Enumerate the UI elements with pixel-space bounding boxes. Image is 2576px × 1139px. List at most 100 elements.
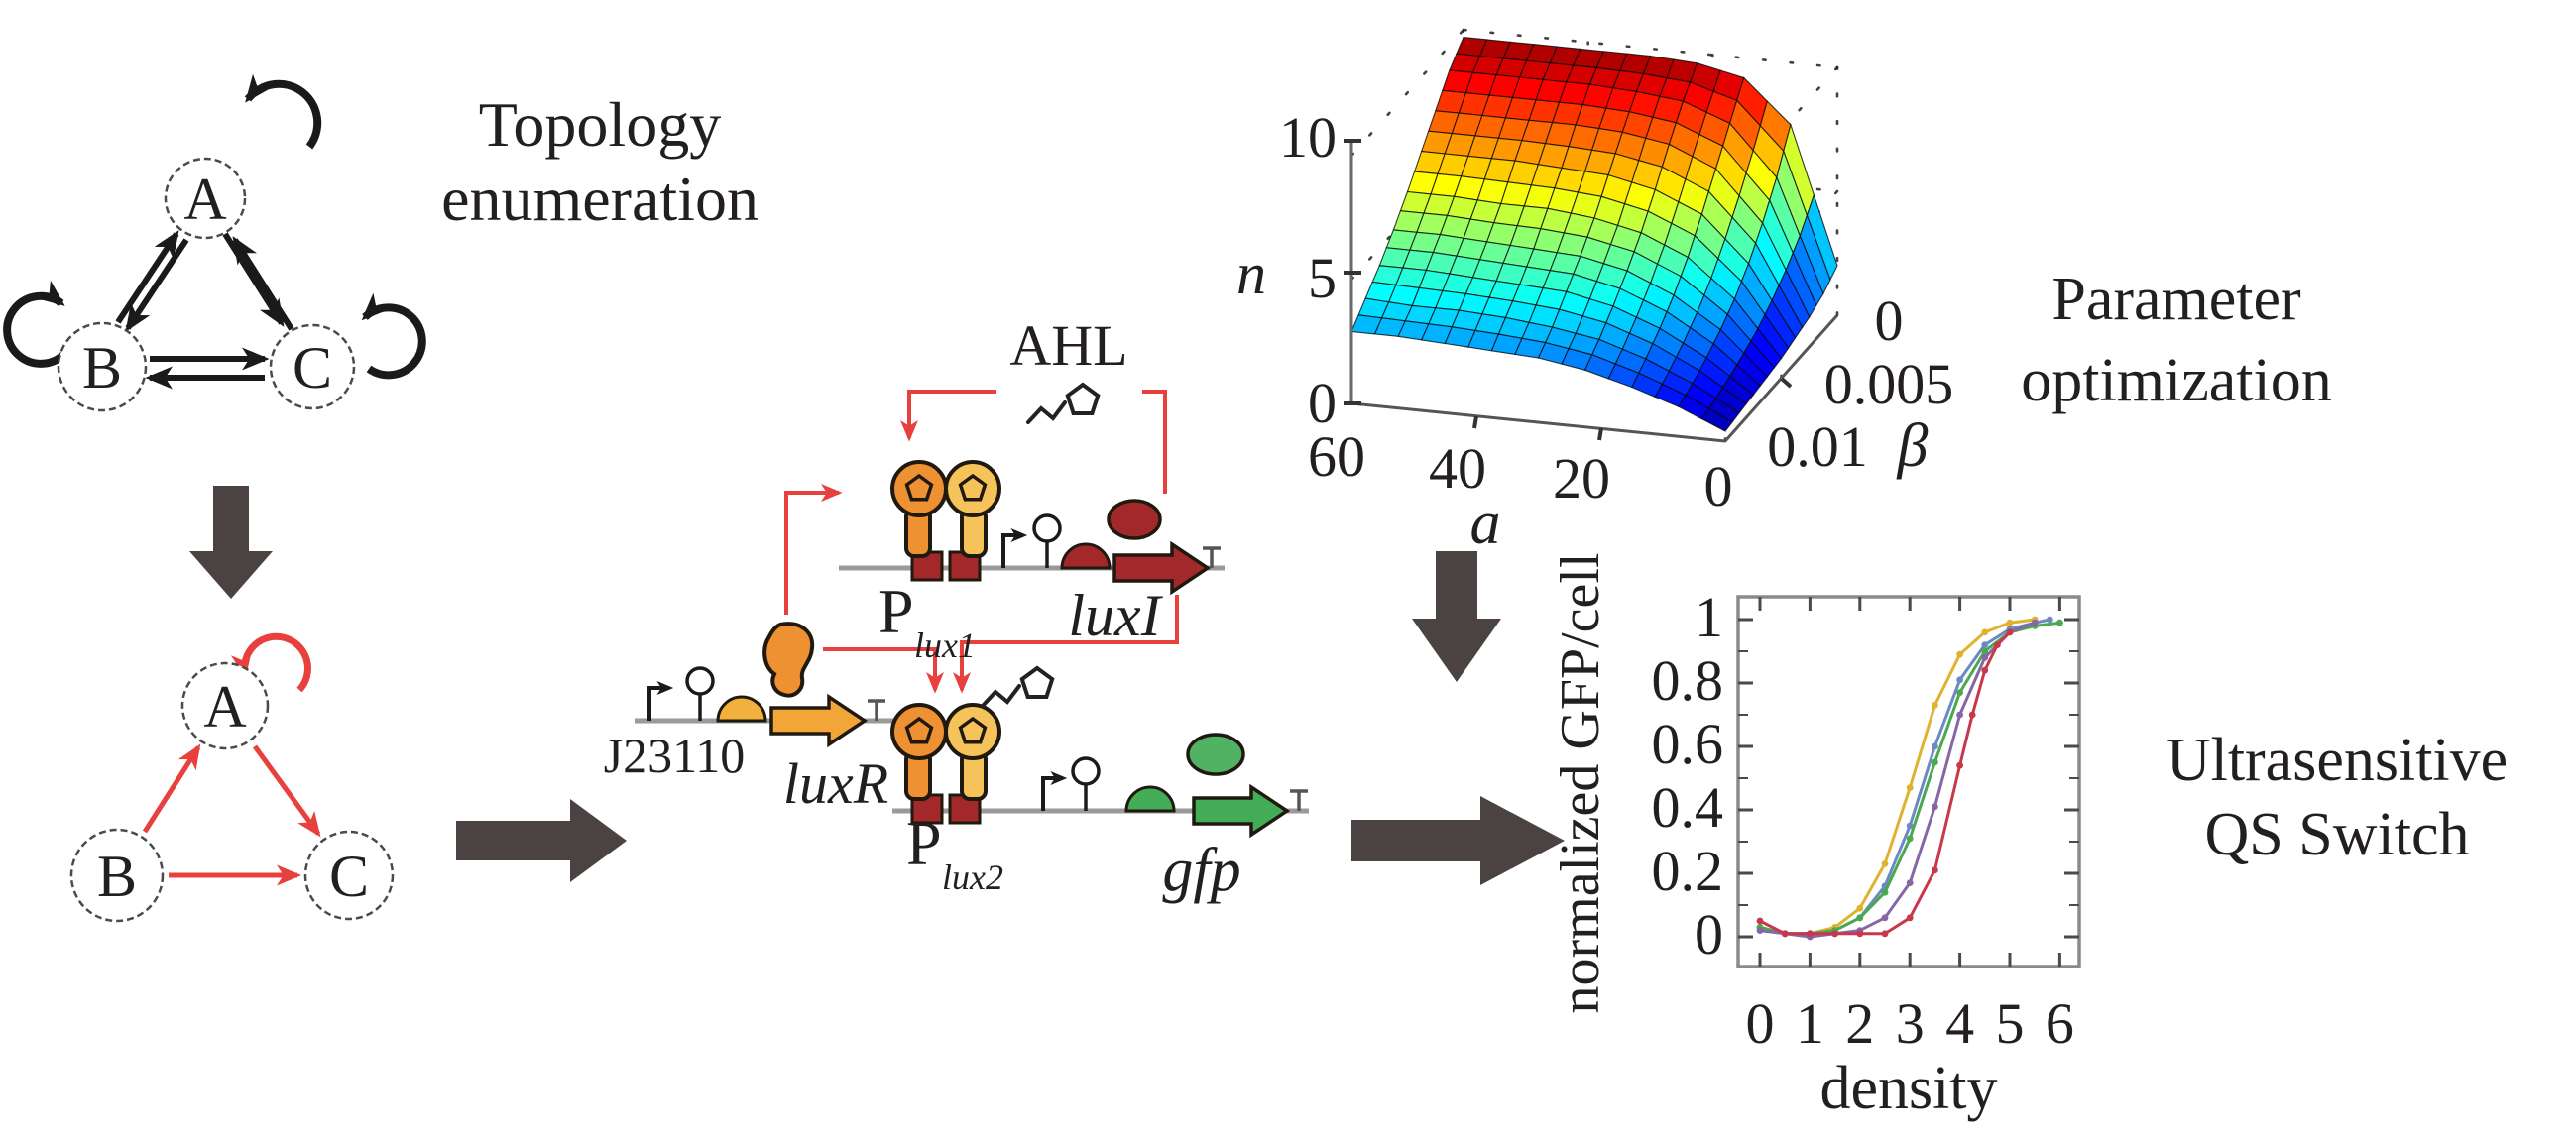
luxr-ahl-dimer-plux1-icon: [890, 460, 1001, 558]
gfp-gene-label: gfp: [1162, 837, 1240, 904]
y-axis-label: normalized GFP/cell: [1550, 552, 1611, 1013]
node-b: [57, 321, 148, 412]
svg-text:5: 5: [1996, 991, 2025, 1056]
edge-c-to-a-icon: [232, 236, 294, 331]
topology-network-selected: A B C: [69, 632, 395, 923]
red-node-c: [303, 830, 395, 921]
red-node-b: [69, 828, 165, 923]
a-tick-label-60: 60: [1308, 424, 1365, 489]
red-edge-b-to-a-icon: [142, 743, 201, 834]
luxr-ahl-dimer-plux2-icon: [890, 703, 1001, 801]
node-c: [269, 323, 356, 410]
luxr-rbs-icon: [716, 695, 767, 723]
ahl-label: AHL: [1009, 313, 1127, 378]
parameter-title-line2: optimization: [2021, 347, 2331, 414]
red-edge-a-to-c-icon: [252, 744, 321, 838]
surface-plot: 10 5 0 n 60 40 20 0 a 0 0.005 0.01 β: [1236, 28, 1954, 557]
svg-text:0.2: 0.2: [1652, 839, 1724, 903]
gfp-protein-icon: [1186, 733, 1245, 776]
result-title-line1: Ultrasensitive: [2166, 727, 2508, 794]
z-axis-label: n: [1236, 241, 1266, 306]
gfp-terminator-icon: [1288, 789, 1310, 813]
topology-title-line2: enumeration: [441, 164, 759, 234]
a-axis: [1350, 401, 1726, 443]
ahl-activates-plux1-arrow-icon: [900, 390, 996, 442]
luxi-rbs-icon: [1060, 542, 1112, 570]
svg-text:0.8: 0.8: [1652, 648, 1724, 713]
svg-text:3: 3: [1896, 991, 1925, 1056]
flow-arrow-right2-icon: [1351, 796, 1565, 885]
svg-text:2: 2: [1845, 991, 1874, 1056]
sigmoid-tick-labels: 0 1 2 3 4 5 600.20.40.60.81: [1652, 585, 2074, 1056]
svg-text:0: 0: [1746, 991, 1775, 1056]
luxr-activates-plux1-arrow-icon: [784, 484, 843, 615]
node-a: [164, 157, 247, 240]
luxi-activates-plux2-arrow-icon: [953, 595, 1179, 694]
edge-b-to-a-icon: [115, 230, 179, 324]
topology-title-line1: Topology: [479, 89, 721, 160]
beta-tick-label-001: 0.01: [1767, 414, 1868, 479]
self-loop-c-icon: [361, 292, 426, 380]
luxi-protein-icon: [1107, 499, 1162, 540]
svg-text:1: 1: [1796, 991, 1824, 1056]
parameter-title-line1: Parameter: [2051, 266, 2301, 333]
node-c-label: C: [293, 335, 332, 400]
luxi-produces-ahl-link-icon: [1142, 390, 1167, 494]
z-tick-label-10: 10: [1279, 105, 1337, 170]
genetic-circuit: AHL P lux1 luxI J23110 luxR P lux2 gfp: [604, 313, 1310, 904]
node-a-label: A: [183, 167, 226, 232]
edge-a-to-c-icon: [222, 232, 285, 327]
luxr-protein-icon: [762, 622, 815, 698]
a-tick-20: [1597, 427, 1603, 441]
surface-mesh: [1350, 36, 1838, 432]
plux1-subscript: lux1: [914, 626, 976, 665]
svg-text:0.6: 0.6: [1652, 712, 1724, 776]
edge-a-to-b-icon: [125, 238, 189, 332]
x-axis-label: density: [1819, 1055, 1997, 1122]
luxi-gene-label: luxI: [1068, 583, 1163, 648]
a-tick-label-0: 0: [1704, 454, 1733, 518]
sigmoid-ticks: [1738, 597, 2079, 967]
luxr-cds-icon: [769, 695, 867, 746]
flow-arrow-down-icon: [189, 486, 273, 599]
self-loop-a-icon: [244, 73, 322, 150]
ahl-molecule2-icon: [981, 666, 1055, 708]
luxr-activates-plux2-arrow-icon: [823, 647, 944, 694]
gfp-cds-icon: [1192, 785, 1289, 837]
sigmoid-chart: 0 1 2 3 4 5 600.20.40.60.81 density normalized…: [1550, 552, 2081, 1122]
j23110-promoter-icon: [649, 688, 669, 721]
a-tick-label-40: 40: [1429, 436, 1486, 501]
red-node-c-label: C: [329, 844, 369, 909]
beta-axis-label: β: [1897, 412, 1929, 480]
svg-text:1: 1: [1695, 585, 1723, 649]
a-axis-label: a: [1470, 490, 1501, 557]
topology-network-full: A B C: [3, 73, 426, 412]
self-loop-b-icon: [3, 280, 68, 368]
luxr-terminator-icon: [866, 699, 887, 723]
red-node-a: [180, 661, 270, 750]
svg-text:0.4: 0.4: [1652, 775, 1724, 840]
flow-arrow-down2-icon: [1412, 551, 1501, 682]
a-tick-40: [1472, 415, 1478, 429]
luxr-insulator-icon: [685, 666, 715, 723]
sigmoid-curves: [1756, 616, 2063, 941]
beta-tick-label-0: 0: [1875, 288, 1904, 353]
z-tick-label-5: 5: [1308, 246, 1337, 310]
node-b-label: B: [82, 335, 122, 400]
plux1-insulator-icon: [1032, 513, 1062, 570]
svg-text:0: 0: [1695, 902, 1723, 967]
a-tick-label-20: 20: [1553, 446, 1610, 511]
beta-axis: [1723, 314, 1839, 442]
luxr-gene-label: luxR: [783, 751, 888, 816]
ahl-molecule-icon: [1026, 383, 1101, 424]
gfp-rbs-icon: [1124, 785, 1176, 813]
svg-text:4: 4: [1945, 991, 1974, 1056]
plux1-label: P: [878, 576, 914, 646]
flow-arrow-right-icon: [456, 799, 627, 882]
red-node-b-label: B: [97, 844, 137, 909]
j23110-label: J23110: [604, 728, 746, 783]
beta-tick-label-0005: 0.005: [1824, 352, 1954, 416]
plux2-insulator-icon: [1071, 756, 1101, 813]
